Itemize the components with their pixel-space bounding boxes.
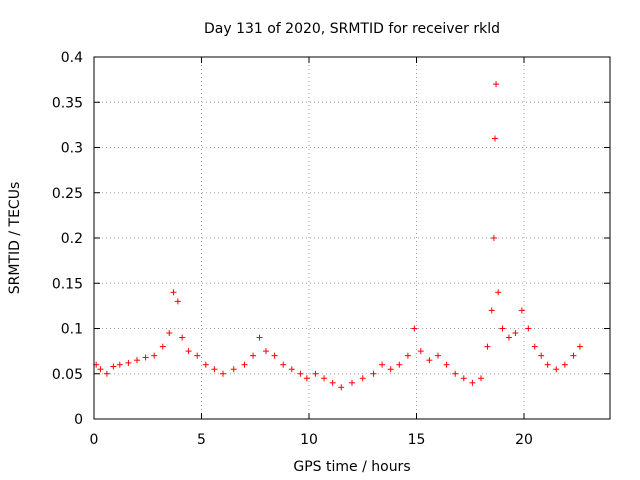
x-tick-label: 0	[90, 432, 99, 448]
data-point	[460, 375, 467, 382]
data-point	[411, 325, 418, 332]
data-point	[359, 375, 366, 382]
x-tick-label: 5	[197, 432, 206, 448]
data-point	[179, 334, 186, 341]
data-point	[97, 366, 104, 373]
data-point	[166, 330, 173, 337]
x-axis-label: GPS time / hours	[293, 459, 410, 475]
data-point	[303, 375, 310, 382]
data-point	[202, 361, 209, 368]
data-point	[505, 334, 512, 341]
grid-lines	[94, 57, 610, 419]
data-point	[297, 370, 304, 377]
data-point	[312, 370, 319, 377]
data-point	[404, 352, 411, 359]
data-point	[151, 352, 158, 359]
data-point	[174, 298, 181, 305]
y-tick-label: 0.1	[61, 322, 83, 338]
y-tick-label: 0	[74, 412, 83, 428]
data-point	[443, 361, 450, 368]
chart-title: Day 131 of 2020, SRMTID for receiver rkl…	[204, 21, 500, 37]
data-point	[159, 343, 166, 350]
data-point	[220, 370, 226, 377]
data-point	[241, 361, 248, 368]
x-tick-label: 15	[408, 432, 426, 448]
data-point	[271, 352, 278, 359]
data-point	[329, 379, 336, 386]
axis-ticks: 0 0.05 0.1 0.15 0.2 0.25 0.3 0.35 0.4 0 5 10 15 20	[52, 50, 610, 448]
data-point	[125, 359, 132, 366]
data-point	[478, 375, 484, 382]
data-point	[561, 361, 568, 368]
data-point	[499, 325, 506, 332]
data-point	[490, 235, 497, 241]
data-point	[538, 352, 545, 359]
data-point	[110, 363, 117, 370]
data-point	[194, 352, 201, 359]
data-point	[531, 343, 538, 350]
data-point	[544, 361, 551, 368]
data-point	[211, 366, 218, 373]
data-point	[263, 348, 269, 355]
data-point	[116, 361, 123, 368]
data-point	[417, 348, 424, 355]
plot-frame	[93, 56, 611, 420]
data-point	[349, 379, 355, 386]
data-point	[230, 366, 237, 373]
data-point	[525, 325, 532, 332]
y-tick-label: 0.35	[52, 95, 83, 111]
data-point	[512, 330, 519, 337]
data-point	[396, 361, 403, 368]
data-point	[570, 352, 577, 359]
y-tick-label: 0.3	[61, 141, 83, 157]
y-axis-label: SRMTID / TECUs	[7, 182, 23, 295]
data-point	[256, 334, 263, 341]
x-tick-label: 20	[515, 432, 533, 448]
data-points	[93, 81, 583, 391]
data-point	[493, 81, 500, 88]
data-point	[134, 357, 140, 364]
y-tick-label: 0.2	[61, 231, 83, 247]
data-point	[280, 361, 287, 368]
y-tick-label: 0.05	[52, 367, 83, 383]
data-point	[491, 135, 498, 142]
data-point	[250, 352, 257, 359]
data-point	[426, 357, 433, 364]
data-point	[435, 352, 441, 359]
data-point	[370, 370, 377, 377]
data-point	[518, 307, 525, 314]
data-point	[379, 361, 386, 368]
data-point	[185, 348, 192, 355]
y-tick-label: 0.25	[52, 186, 83, 202]
data-point	[484, 343, 491, 350]
data-point	[142, 354, 149, 361]
data-point	[495, 289, 502, 296]
data-point	[103, 370, 110, 377]
y-tick-label: 0.4	[61, 50, 83, 66]
data-point	[553, 366, 560, 373]
data-point	[452, 370, 459, 377]
data-point	[469, 379, 476, 386]
data-point	[576, 343, 583, 350]
x-tick-label: 10	[300, 432, 318, 448]
data-point	[288, 366, 295, 373]
data-point	[321, 375, 328, 382]
data-point	[170, 289, 177, 296]
data-point	[488, 307, 495, 314]
data-point	[387, 366, 394, 373]
data-point	[338, 384, 345, 391]
y-tick-label: 0.15	[52, 276, 83, 292]
